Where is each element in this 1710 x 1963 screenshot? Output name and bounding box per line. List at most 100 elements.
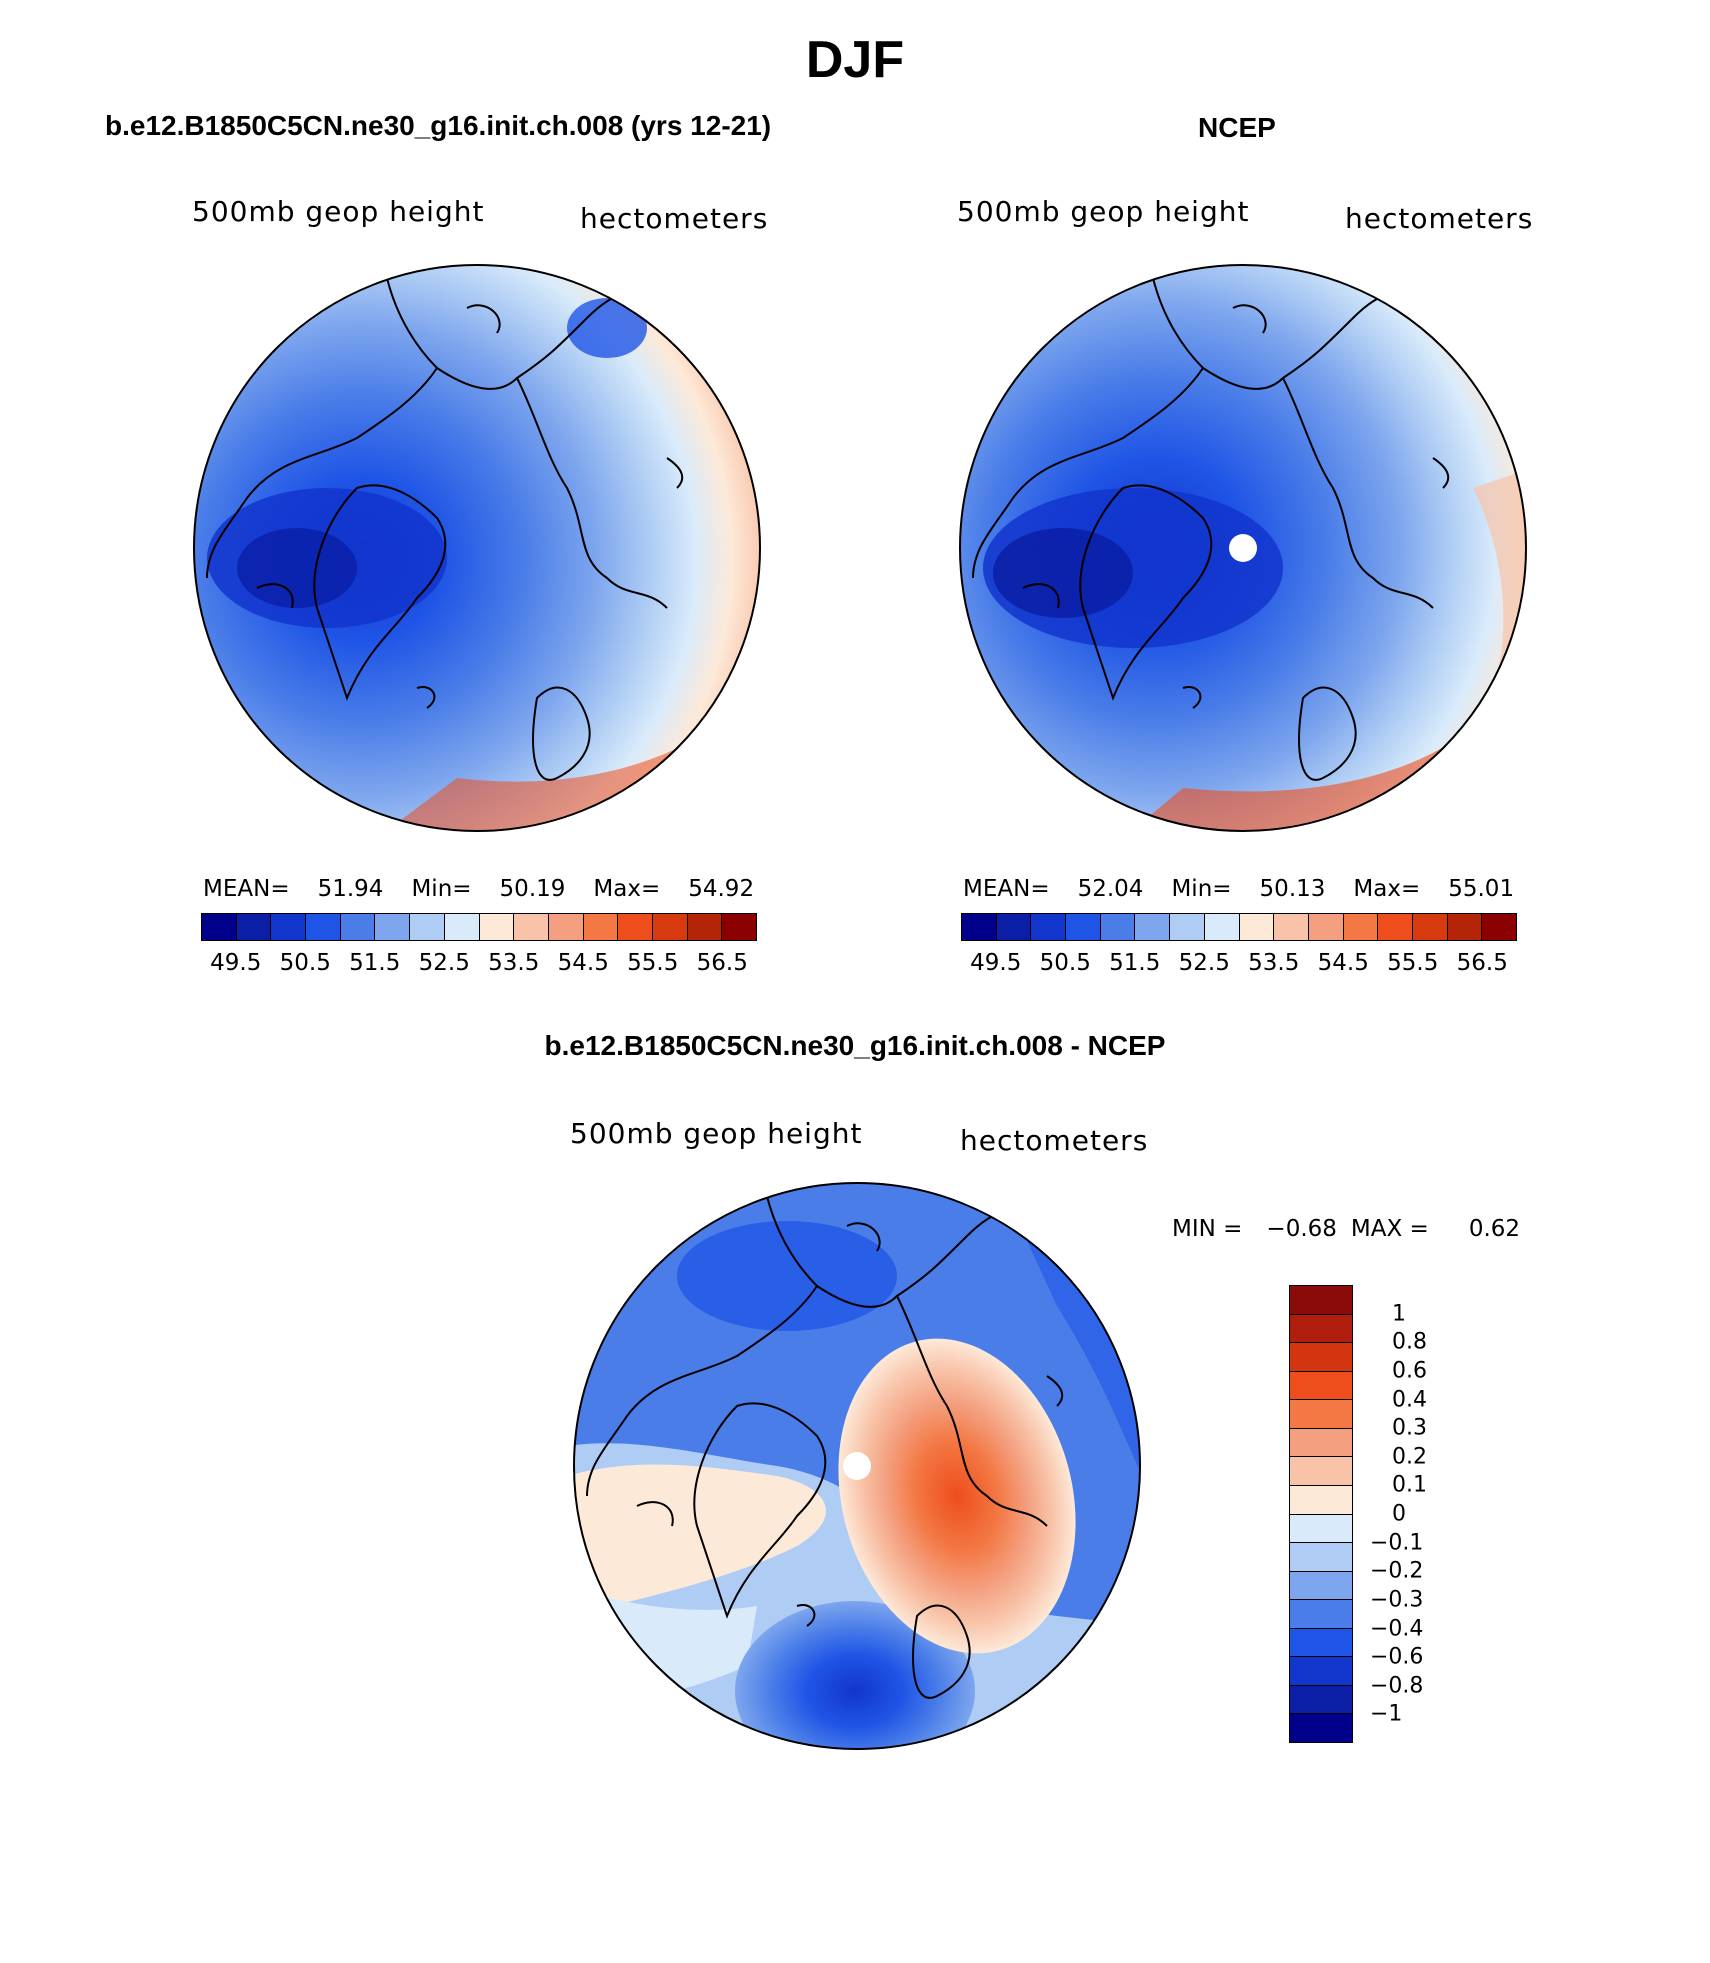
diff-colorbar-swatch-15 — [1290, 1714, 1352, 1742]
model-stats: MEAN= 51.94 Min= 50.19 Max= 54.92 — [203, 876, 782, 902]
obs-colorbar-swatch-7 — [1204, 914, 1240, 940]
model-colorbar-swatch-14 — [687, 914, 723, 940]
model-colorbar-swatch-8 — [479, 914, 515, 940]
obs-colorbar-swatch-12 — [1378, 914, 1413, 940]
model-colorbar — [201, 913, 757, 941]
obs-units-label: hectometers — [1345, 202, 1534, 235]
obs-max-value: 55.01 — [1448, 876, 1515, 902]
diff-colorbar-swatch-7 — [1290, 1485, 1352, 1515]
model-colorbar-swatch-0 — [202, 914, 237, 940]
obs-min-label: Min= — [1171, 876, 1232, 902]
obs-colorbar-tick-label: 50.5 — [1039, 950, 1091, 976]
obs-colorbar-tick-label: 49.5 — [970, 950, 1022, 976]
diff-pole-marker — [843, 1452, 871, 1480]
obs-min-value: 50.13 — [1259, 876, 1326, 902]
figure-title: DJF — [805, 31, 905, 89]
diff-min-value: −0.68 — [1266, 1216, 1337, 1242]
model-colorbar-swatch-10 — [548, 914, 584, 940]
obs-map-border — [959, 264, 1527, 832]
diff-colorbar-tick-label: 0.3 — [1392, 1415, 1427, 1441]
diff-colorbar-swatch-10 — [1290, 1571, 1352, 1601]
diff-colorbar-tick-label: 0.2 — [1392, 1444, 1427, 1470]
diff-colorbar-swatch-12 — [1290, 1628, 1352, 1658]
obs-colorbar-labels: 49.5 50.5 51.5 52.5 53.5 54.5 55.5 56.5 — [961, 950, 1517, 980]
model-variable-label: 500mb geop height — [192, 195, 485, 228]
diff-colorbar-tick-label: 0.1 — [1392, 1472, 1427, 1498]
diff-colorbar — [1289, 1285, 1353, 1743]
model-min-value: 50.19 — [499, 876, 566, 902]
diff-colorbar-tick-label: 0 — [1392, 1501, 1406, 1527]
obs-variable-label: 500mb geop height — [957, 195, 1250, 228]
model-colorbar-swatch-7 — [444, 914, 480, 940]
model-units-label: hectometers — [580, 202, 769, 235]
diff-colorbar-tick-label: 0.8 — [1392, 1329, 1427, 1355]
model-mean-value: 51.94 — [317, 876, 384, 902]
model-colorbar-labels: 49.5 50.5 51.5 52.5 53.5 54.5 55.5 56.5 — [201, 950, 757, 980]
model-colorbar-swatch-11 — [583, 914, 619, 940]
diff-colorbar-tick-label: −0.4 — [1370, 1616, 1424, 1641]
obs-low-core — [993, 528, 1133, 618]
model-colorbar-swatch-5 — [375, 914, 411, 940]
obs-colorbar-swatch-6 — [1170, 914, 1205, 940]
diff-colorbar-swatch-14 — [1290, 1685, 1352, 1715]
obs-colorbar-tick-label: 54.5 — [1317, 950, 1369, 976]
diff-units-label: hectometers — [960, 1124, 1149, 1157]
model-max-label: Max= — [593, 876, 661, 902]
model-colorbar-swatch-15 — [722, 914, 756, 940]
obs-colorbar-swatch-14 — [1447, 914, 1483, 940]
obs-panel-title: NCEP — [1198, 112, 1276, 143]
diff-max-value: 0.62 — [1468, 1216, 1521, 1242]
obs-polar-map — [959, 264, 1527, 832]
obs-colorbar-tick-label: 52.5 — [1178, 950, 1230, 976]
diff-panel-title: b.e12.B1850C5CN.ne30_g16.init.ch.008 - N… — [544, 1030, 1166, 1061]
diff-siberian-positive — [838, 1338, 1076, 1654]
diff-polar-map — [573, 1182, 1141, 1750]
diff-colorbar-tick-label: 1 — [1392, 1301, 1406, 1327]
model-secondary-low — [567, 298, 647, 358]
obs-stats: MEAN= 52.04 Min= 50.13 Max= 55.01 — [963, 876, 1542, 902]
obs-colorbar-swatch-2 — [1031, 914, 1067, 940]
model-coastlines — [206, 277, 684, 781]
diff-variable-label: 500mb geop height — [570, 1117, 863, 1150]
diff-colorbar-swatch-5 — [1290, 1428, 1352, 1458]
obs-colorbar-swatch-9 — [1274, 914, 1309, 940]
model-colorbar-swatch-12 — [618, 914, 653, 940]
diff-pacific-negative — [677, 1221, 897, 1331]
model-colorbar-swatch-1 — [236, 914, 272, 940]
diff-colorbar-labels: 1 0.8 0.6 0.4 0.3 0.2 0.1 0 −0.1 −0.2 −0.3 −0.4 −0.6… — [1370, 1285, 1450, 1743]
obs-mean-label: MEAN= — [963, 876, 1050, 902]
diff-colorbar-tick-label: −0.6 — [1370, 1644, 1424, 1670]
model-colorbar-swatch-6 — [410, 914, 445, 940]
diff-near-zero-area — [574, 1464, 826, 1616]
obs-colorbar-swatch-5 — [1135, 914, 1171, 940]
obs-colorbar-swatch-8 — [1239, 914, 1275, 940]
diff-colorbar-swatch-4 — [1290, 1400, 1352, 1429]
obs-colorbar-swatch-11 — [1343, 914, 1379, 940]
obs-pole-marker — [1229, 534, 1257, 562]
obs-colorbar-tick-label: 55.5 — [1387, 950, 1439, 976]
model-colorbar-swatch-4 — [340, 914, 376, 940]
diff-colorbar-swatch-0 — [1290, 1286, 1352, 1315]
diff-colorbar-swatch-8 — [1290, 1514, 1352, 1544]
model-colorbar-swatch-13 — [652, 914, 688, 940]
diff-colorbar-tick-label: 0.4 — [1392, 1387, 1427, 1412]
obs-colorbar-tick-label: 51.5 — [1109, 950, 1161, 976]
model-map-border — [193, 264, 761, 832]
model-panel-title: b.e12.B1850C5CN.ne30_g16.init.ch.008 (yr… — [105, 110, 772, 141]
diff-min-label: MIN = — [1172, 1216, 1243, 1242]
model-mean-label: MEAN= — [203, 876, 290, 902]
obs-colorbar-swatch-1 — [996, 914, 1032, 940]
diff-colorbar-swatch-2 — [1290, 1343, 1352, 1372]
obs-mean-value: 52.04 — [1077, 876, 1144, 902]
model-colorbar-tick-label: 54.5 — [557, 950, 609, 976]
diff-colorbar-swatch-13 — [1290, 1657, 1352, 1686]
model-colorbar-swatch-3 — [306, 914, 341, 940]
obs-colorbar-tick-label: 53.5 — [1248, 950, 1300, 976]
model-colorbar-swatch-2 — [271, 914, 307, 940]
diff-colorbar-swatch-11 — [1290, 1600, 1352, 1629]
obs-colorbar-swatch-13 — [1412, 914, 1448, 940]
diff-colorbar-tick-label: −0.8 — [1370, 1673, 1424, 1699]
model-colorbar-tick-label: 51.5 — [349, 950, 401, 976]
model-colorbar-tick-label: 49.5 — [210, 950, 262, 976]
diff-colorbar-tick-label: −0.2 — [1370, 1558, 1424, 1584]
